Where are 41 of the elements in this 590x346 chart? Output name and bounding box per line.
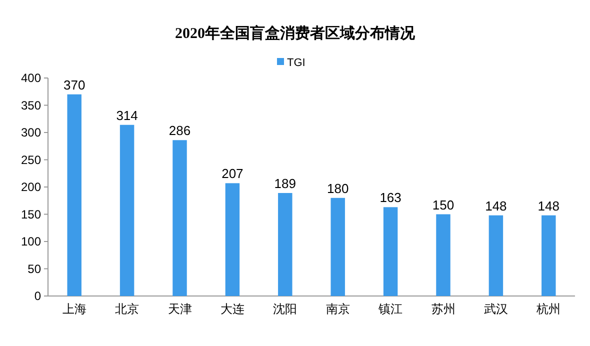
chart-title: 2020年全国盲盒消费者区域分布情况 bbox=[175, 24, 416, 42]
data-label: 150 bbox=[432, 197, 454, 212]
bar bbox=[120, 124, 134, 296]
bar bbox=[542, 215, 556, 296]
x-tick-label: 沈阳 bbox=[273, 302, 298, 316]
bar bbox=[278, 192, 292, 296]
data-label: 207 bbox=[222, 166, 244, 182]
y-tick-label: 250 bbox=[20, 152, 42, 167]
y-tick-label: 0 bbox=[34, 289, 42, 303]
bar bbox=[172, 140, 187, 296]
data-label: 148 bbox=[538, 198, 560, 214]
data-label: 148 bbox=[485, 198, 507, 214]
data-label: 370 bbox=[64, 77, 86, 92]
bar bbox=[436, 214, 450, 296]
y-tick-label: 100 bbox=[20, 234, 42, 248]
x-tick-label: 镇江 bbox=[378, 302, 403, 316]
y-tick-label: 350 bbox=[20, 98, 42, 112]
x-tick-label: 天津 bbox=[168, 302, 192, 316]
bar bbox=[330, 198, 345, 296]
x-tick-label: 南京 bbox=[326, 302, 350, 316]
y-tick-label: 150 bbox=[20, 207, 42, 222]
y-tick-label: 50 bbox=[28, 262, 42, 276]
y-tick-label: 300 bbox=[20, 126, 42, 140]
data-label: 180 bbox=[327, 180, 349, 196]
x-tick-label: 杭州 bbox=[536, 302, 561, 316]
y-tick-label: 200 bbox=[20, 180, 42, 194]
x-tick-label: 上海 bbox=[62, 302, 86, 316]
x-tick-label: 苏州 bbox=[431, 302, 456, 316]
bar bbox=[67, 94, 82, 296]
x-tick-label: 武汉 bbox=[484, 302, 508, 316]
y-tick-label: 400 bbox=[20, 71, 42, 85]
data-label: 314 bbox=[116, 108, 138, 123]
data-label: 163 bbox=[380, 190, 402, 206]
bar bbox=[383, 207, 398, 296]
x-tick-label: 北京 bbox=[115, 302, 140, 316]
data-label: 286 bbox=[168, 123, 191, 138]
x-tick-label: 大连 bbox=[220, 302, 244, 316]
data-label: 189 bbox=[274, 176, 296, 191]
legend-label: TGI bbox=[287, 57, 306, 69]
bar bbox=[225, 183, 240, 296]
bar bbox=[488, 215, 504, 296]
